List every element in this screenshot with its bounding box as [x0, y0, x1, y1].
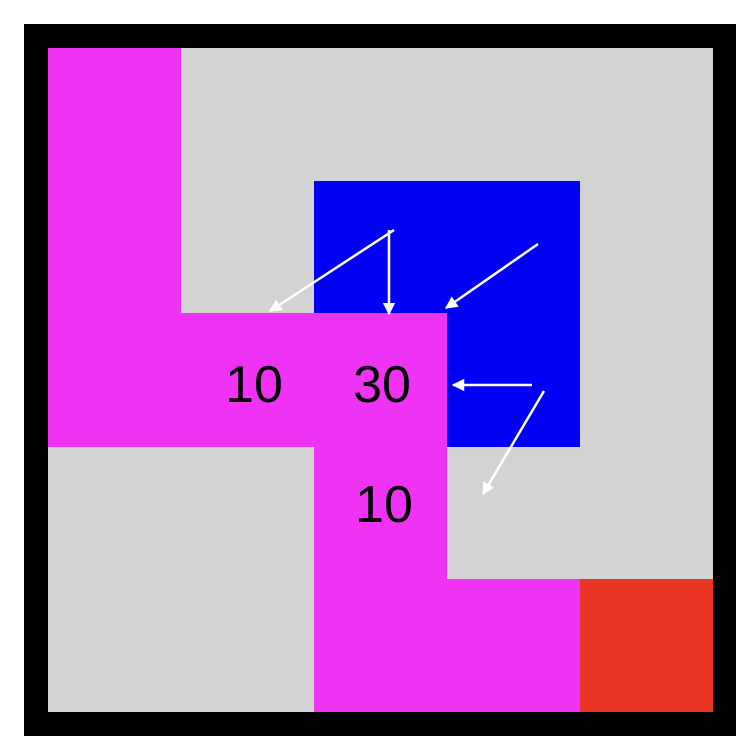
value-label-center: 30	[353, 356, 411, 414]
arrow-right-to-down	[481, 390, 546, 496]
value-label-left: 10	[225, 356, 283, 414]
red-goal-cell	[580, 579, 713, 712]
arrow-upper-right-to-corner	[444, 242, 539, 310]
magenta-path-region	[48, 48, 580, 712]
arrow-center-to-left	[268, 228, 395, 313]
value-label-below: 10	[355, 476, 413, 534]
transition-arrows	[268, 228, 546, 496]
